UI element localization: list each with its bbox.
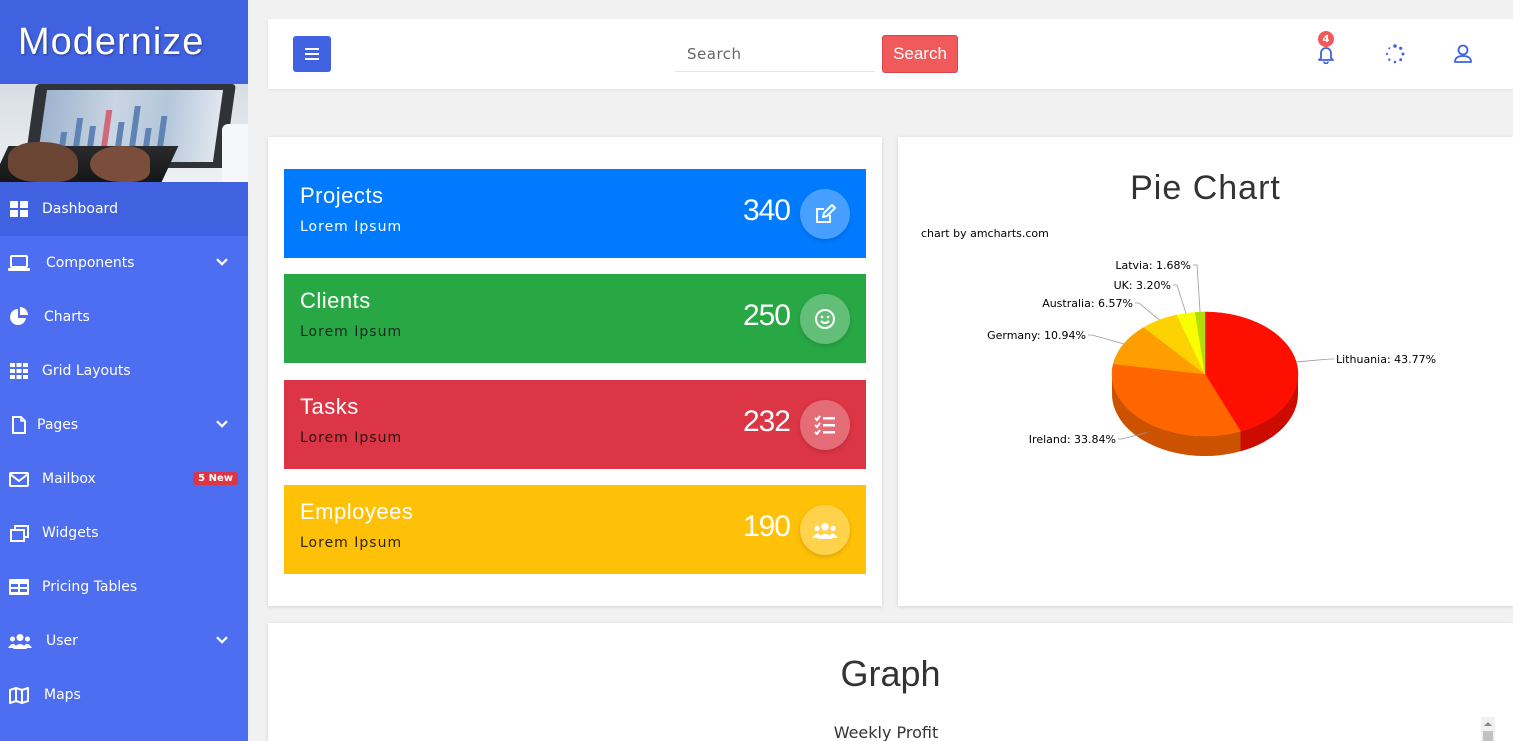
pie-leader-line: [1296, 358, 1334, 363]
users-icon: [8, 631, 32, 651]
notification-count-badge: 4: [1318, 31, 1334, 47]
sidebar-item-label: Maps: [44, 687, 81, 703]
stat-value: 340: [742, 194, 791, 227]
sidebar: Modernize Dashboard Components Charts: [0, 0, 248, 741]
graph-scrollbar[interactable]: [1481, 717, 1495, 741]
stat-subtitle: Lorem Ipsum: [300, 535, 403, 551]
search-input[interactable]: [675, 36, 875, 72]
sidebar-item-label: Pages: [37, 417, 79, 433]
window-icon: [8, 523, 30, 543]
pie-leader-line: [1088, 334, 1124, 345]
sidebar-item-grid-layouts[interactable]: Grid Layouts: [0, 344, 248, 398]
sidebar-item-label: Grid Layouts: [42, 363, 131, 379]
file-icon: [8, 415, 30, 435]
grid-layout-icon: [8, 361, 30, 381]
stat-subtitle: Lorem Ipsum: [300, 219, 403, 235]
spinner-icon[interactable]: [1385, 44, 1405, 64]
stat-employees[interactable]: Employees Lorem Ipsum 190: [284, 485, 866, 574]
pie-leader-line: [1118, 432, 1148, 440]
pie-label-uk: UK: 3.20%: [1114, 279, 1171, 292]
edit-icon: [800, 189, 850, 239]
pie-slice-lithuania[interactable]: [1204, 311, 1299, 432]
sidebar-item-label: Pricing Tables: [42, 579, 138, 595]
sidebar-item-label: Dashboard: [42, 201, 118, 217]
sidebar-item-components[interactable]: Components: [0, 236, 248, 290]
sidebar-item-charts[interactable]: Charts: [0, 290, 248, 344]
pie-leader-line: [1193, 264, 1201, 313]
new-mail-badge: 5 New: [193, 472, 238, 485]
envelope-icon: [8, 469, 30, 489]
sidebar-banner-image: [0, 84, 248, 182]
pie-leader-line: [1135, 302, 1160, 321]
pie-chart-card: Pie Chart chart by amcharts.com Lithuani…: [898, 137, 1513, 606]
pie-label-germany: Germany: 10.94%: [987, 329, 1086, 342]
graph-subtitle: Weekly Profit: [833, 723, 939, 741]
user-icon[interactable]: [1453, 44, 1473, 64]
pie-leader-line: [1173, 284, 1187, 314]
graph-title: Graph: [840, 653, 941, 694]
stat-clients[interactable]: Clients Lorem Ipsum 250: [284, 274, 866, 363]
stat-title: Projects: [300, 183, 384, 208]
sidebar-item-pages[interactable]: Pages: [0, 398, 248, 452]
graph-card: Graph Weekly Profit: [268, 623, 1513, 741]
stats-card: Projects Lorem Ipsum 340 Clients Lorem I…: [268, 137, 882, 606]
sidebar-item-dashboard[interactable]: Dashboard: [0, 182, 248, 236]
sidebar-item-maps[interactable]: Maps: [0, 668, 248, 722]
search-button[interactable]: Search: [882, 35, 958, 73]
stat-subtitle: Lorem Ipsum: [300, 430, 403, 446]
pie-icon: [8, 307, 30, 327]
users-icon: [800, 505, 850, 555]
pie-label-australia: Australia: 6.57%: [1042, 297, 1133, 310]
pie-chart-title: Pie Chart: [1130, 169, 1281, 207]
stat-value: 190: [742, 510, 791, 543]
pie-chart-svg: Lithuania: 43.77% Ireland: 33.84% Germany:…: [987, 259, 1436, 456]
top-navbar: Search 4: [268, 19, 1513, 89]
brand-name: Modernize: [18, 20, 205, 63]
chevron-down-icon: [216, 632, 228, 648]
sidebar-nav: Dashboard Components Charts Grid Layouts: [0, 182, 248, 722]
pie-label-latvia: Latvia: 1.68%: [1115, 259, 1191, 272]
menu-toggle-button[interactable]: [293, 36, 331, 72]
pie-slice-side-lithuania: [1240, 374, 1298, 452]
stat-projects[interactable]: Projects Lorem Ipsum 340: [284, 169, 866, 258]
sidebar-item-mailbox[interactable]: Mailbox 5 New: [0, 452, 248, 506]
sidebar-item-pricing-tables[interactable]: Pricing Tables: [0, 560, 248, 614]
stat-title: Employees: [300, 499, 414, 524]
pie-label-ireland: Ireland: 33.84%: [1029, 433, 1116, 446]
sidebar-item-label: User: [46, 633, 78, 649]
chart-credit-link[interactable]: chart by amcharts.com: [921, 227, 1049, 240]
pie-label-lithuania: Lithuania: 43.77%: [1336, 353, 1436, 366]
sidebar-item-label: Charts: [44, 309, 90, 325]
bell-icon[interactable]: [1316, 44, 1336, 65]
hamburger-icon: [305, 45, 319, 64]
chevron-down-icon: [216, 416, 228, 432]
stat-value: 232: [742, 405, 791, 438]
table-icon: [8, 577, 30, 597]
sidebar-item-label: Mailbox: [42, 471, 96, 487]
brand-logo[interactable]: Modernize: [0, 0, 248, 84]
sidebar-item-user[interactable]: User: [0, 614, 248, 668]
sidebar-item-widgets[interactable]: Widgets: [0, 506, 248, 560]
pie-slice-ireland[interactable]: [1111, 363, 1241, 437]
stat-value: 250: [742, 299, 791, 332]
sidebar-item-label: Widgets: [42, 525, 99, 541]
stat-tasks[interactable]: Tasks Lorem Ipsum 232: [284, 380, 866, 469]
smile-icon: [800, 294, 850, 344]
map-icon: [8, 685, 30, 705]
laptop-icon: [8, 253, 30, 273]
stat-title: Tasks: [300, 394, 359, 419]
stat-title: Clients: [300, 288, 371, 313]
stat-subtitle: Lorem Ipsum: [300, 324, 403, 340]
pie-slice-side-ireland: [1112, 374, 1241, 456]
chevron-down-icon: [216, 254, 228, 270]
tasks-icon: [800, 400, 850, 450]
sidebar-item-label: Components: [46, 255, 135, 271]
grid-icon: [8, 199, 30, 219]
